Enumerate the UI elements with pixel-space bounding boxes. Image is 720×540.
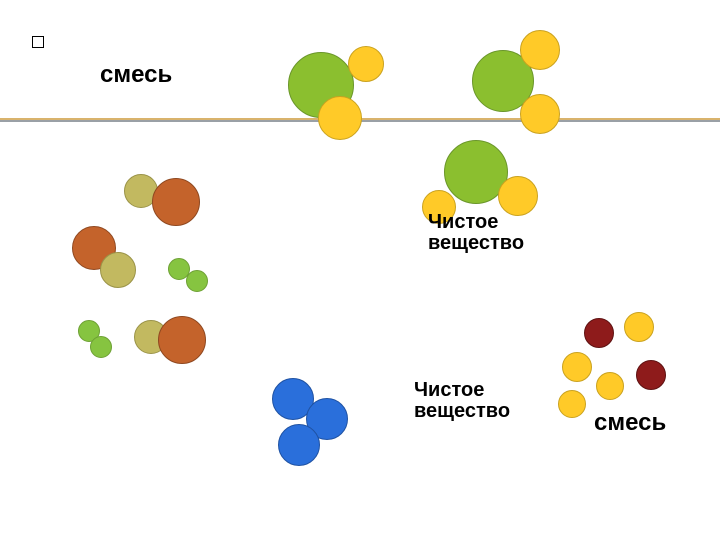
circle-g2-y-bot: [520, 94, 560, 134]
circle-g3-y-r: [498, 176, 538, 216]
corner-marker: [32, 36, 44, 48]
circle-sm-y-4: [558, 390, 586, 418]
circle-sm-y-2: [562, 352, 592, 382]
circle-ol-2: [100, 252, 136, 288]
label-pure-2: Чистое вещество: [414, 380, 484, 422]
circle-lg-2: [186, 270, 208, 292]
label-pure-1: Чистое вещество: [428, 212, 498, 254]
circle-g2-y-top: [520, 30, 560, 70]
label-mixture-bottom: смесь: [594, 410, 664, 435]
circle-sm-y-1: [624, 312, 654, 342]
circle-lg-4: [90, 336, 112, 358]
circle-br-1: [152, 178, 200, 226]
circle-sm-dr-1: [584, 318, 614, 348]
circle-br-3: [158, 316, 206, 364]
diagram-stage: смесь Чистое вещество Чистое вещество смесь: [0, 0, 720, 540]
circle-bl-3: [278, 424, 320, 466]
circle-sm-y-3: [596, 372, 624, 400]
circle-g1-y-top: [348, 46, 384, 82]
circle-g1-y-bot: [318, 96, 362, 140]
circle-sm-dr-2: [636, 360, 666, 390]
label-mixture-top: смесь: [100, 62, 170, 87]
